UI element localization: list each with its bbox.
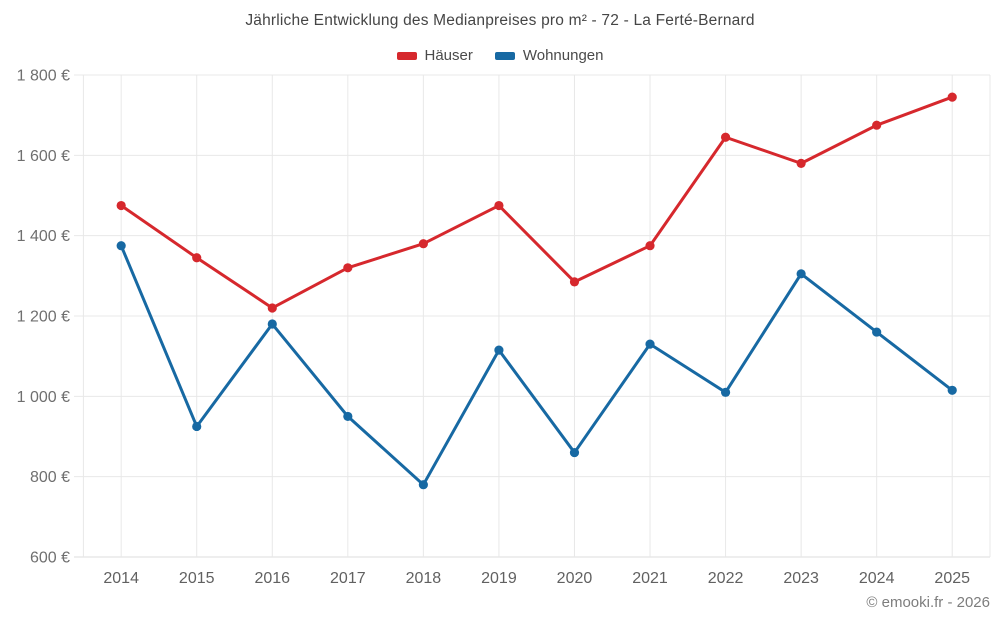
y-tick-label: 1 800 € — [17, 68, 70, 85]
data-point-wohnungen-2022[interactable] — [720, 387, 731, 397]
hauser-series-marker-icon — [396, 51, 417, 60]
data-point-h-user-2019[interactable] — [494, 200, 504, 211]
x-tick-label: 2019 — [481, 570, 517, 587]
chart-legend: Häuser Wohnungen — [0, 47, 1000, 64]
x-tick-label: 2025 — [934, 570, 970, 587]
data-point-wohnungen-2017[interactable] — [343, 411, 353, 422]
data-point-wohnungen-2021[interactable] — [645, 339, 655, 349]
data-point-wohnungen-2015[interactable] — [192, 421, 202, 432]
y-tick-label: 1 600 € — [17, 148, 70, 165]
legend-label-wohnungen: Wohnungen — [522, 47, 604, 64]
data-point-h-user-2022[interactable] — [720, 132, 731, 142]
y-tick-label: 1 400 € — [17, 228, 70, 245]
x-tick-label: 2024 — [859, 570, 895, 587]
y-tick-label: 1 000 € — [17, 389, 70, 406]
legend-label-hauser: Häuser — [424, 47, 473, 64]
x-tick-label: 2020 — [557, 570, 593, 587]
legend-item-hauser[interactable]: Häuser — [396, 47, 473, 64]
x-tick-label: 2023 — [783, 570, 819, 587]
data-point-wohnungen-2019[interactable] — [494, 345, 504, 355]
data-point-h-user-2017[interactable] — [343, 263, 353, 273]
x-tick-label: 2014 — [103, 570, 139, 587]
data-point-h-user-2024[interactable] — [872, 120, 882, 130]
y-tick-label: 800 € — [30, 469, 70, 486]
y-tick-label: 600 € — [30, 550, 70, 567]
h-user-line — [119, 95, 954, 310]
data-point-h-user-2014[interactable] — [116, 200, 126, 211]
data-point-h-user-2025[interactable] — [947, 92, 957, 102]
data-point-wohnungen-2018[interactable] — [418, 480, 428, 490]
data-point-h-user-2023[interactable] — [796, 158, 806, 168]
x-tick-label: 2018 — [406, 570, 442, 587]
data-point-wohnungen-2016[interactable] — [267, 319, 277, 329]
data-point-h-user-2018[interactable] — [418, 239, 428, 249]
data-point-wohnungen-2020[interactable] — [569, 447, 580, 458]
data-point-h-user-2016[interactable] — [267, 303, 277, 313]
x-tick-label: 2017 — [330, 570, 366, 587]
data-point-h-user-2021[interactable] — [645, 241, 655, 251]
wohnungen-line — [119, 244, 954, 487]
legend-item-wohnungen[interactable]: Wohnungen — [494, 47, 604, 64]
copyright-attribution: © emooki.fr - 2026 — [866, 594, 990, 611]
data-point-wohnungen-2024[interactable] — [872, 327, 882, 337]
data-point-h-user-2020[interactable] — [569, 277, 580, 287]
x-tick-label: 2021 — [632, 570, 668, 587]
x-tick-label: 2016 — [254, 570, 290, 587]
x-tick-label: 2022 — [708, 570, 744, 587]
x-tick-label: 2015 — [179, 570, 215, 587]
data-point-wohnungen-2023[interactable] — [796, 269, 806, 279]
chart-title: Jährliche Entwicklung des Medianpreises … — [245, 12, 755, 29]
data-point-wohnungen-2014[interactable] — [116, 241, 126, 251]
wohnungen-series-marker-icon — [494, 51, 515, 60]
y-tick-label: 1 200 € — [17, 309, 70, 326]
data-point-wohnungen-2025[interactable] — [947, 385, 957, 395]
data-point-h-user-2015[interactable] — [192, 253, 202, 263]
